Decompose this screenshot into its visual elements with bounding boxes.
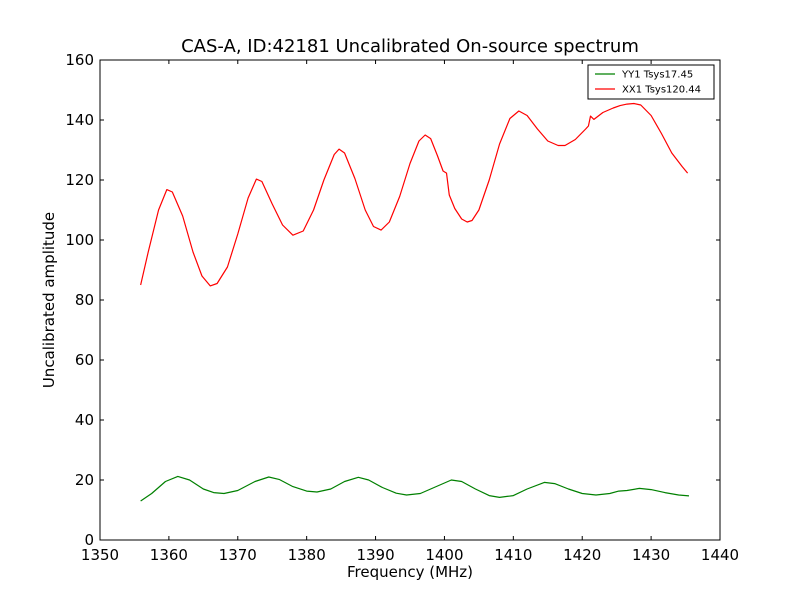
y-tick-label: 60 [75, 351, 94, 369]
y-tick-label: 140 [65, 111, 94, 129]
legend: YY1 Tsys17.45 XX1 Tsys120.44 [587, 64, 715, 100]
chart-title: CAS-A, ID:42181 Uncalibrated On-source s… [181, 36, 639, 57]
series-line-0 [140, 475, 690, 502]
plot-frame [99, 59, 721, 541]
y-tick-label: 80 [75, 291, 94, 309]
series-line-1 [140, 102, 689, 287]
y-tick-label: 120 [65, 171, 94, 189]
x-tick-label: 1370 [219, 546, 257, 564]
legend-label-1: XX1 Tsys120.44 [622, 85, 701, 96]
x-tick-label: 1440 [701, 546, 739, 564]
y-tick-label: 100 [65, 231, 94, 249]
y-axis: 0 20 40 60 80 100 120 140 160 [65, 51, 720, 549]
plot-area [99, 59, 721, 541]
y-tick-label: 160 [65, 51, 94, 69]
x-tick-label: 1400 [425, 546, 463, 564]
y-axis-label: Uncalibrated amplitude [40, 212, 58, 388]
x-tick-label: 1420 [563, 546, 601, 564]
x-tick-label: 1410 [494, 546, 532, 564]
legend-label-0: YY1 Tsys17.45 [621, 70, 693, 81]
x-tick-label: 1390 [356, 546, 394, 564]
y-tick-label: 40 [75, 411, 94, 429]
x-axis-label: Frequency (MHz) [347, 563, 473, 581]
x-tick-label: 1350 [81, 546, 119, 564]
legend-box [587, 64, 715, 100]
x-tick-label: 1360 [150, 546, 188, 564]
y-tick-label: 0 [84, 531, 94, 549]
y-tick-label: 20 [75, 471, 94, 489]
series-layer [140, 102, 690, 502]
x-tick-label: 1380 [288, 546, 326, 564]
x-axis: 1350 1360 1370 1380 1390 1400 1410 1420 1430 1440 [81, 60, 739, 564]
x-tick-label: 1430 [632, 546, 670, 564]
